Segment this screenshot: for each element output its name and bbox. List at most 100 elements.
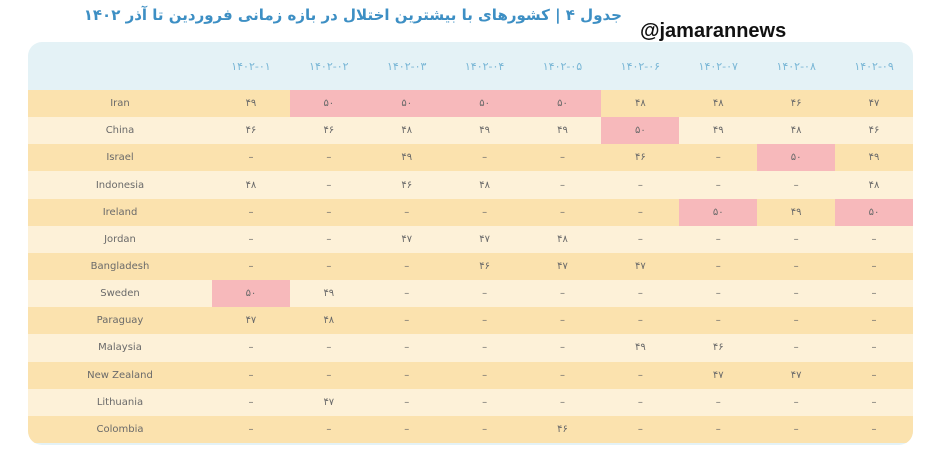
table-cell: ۴۶ [323, 125, 335, 137]
table-cell: – [715, 152, 721, 164]
table-cell: – [637, 233, 643, 245]
column-header: ۱۴۰۲-۰۶ [620, 59, 661, 73]
table-cell: ۴۹ [635, 342, 646, 354]
table-cell: – [871, 396, 877, 408]
table-cell: – [715, 260, 721, 272]
table-cell: ۴۸ [401, 125, 413, 137]
table-cell: – [482, 152, 488, 164]
table-cell: – [871, 288, 877, 300]
table-cell: – [793, 423, 799, 435]
table-cell: ۵۰ [445, 90, 524, 118]
table-cell: – [326, 260, 332, 272]
table-cell: – [871, 315, 877, 327]
table-cell: – [326, 152, 332, 164]
table-cell: ۵۰ [212, 280, 290, 308]
table-cell: – [559, 179, 565, 191]
table-cell: – [715, 179, 721, 191]
table-cell: – [248, 233, 254, 245]
row-band [28, 171, 913, 199]
country-label: China [105, 125, 135, 137]
table-cell: – [559, 342, 565, 354]
table-cell: – [637, 396, 643, 408]
country-label: Israel [106, 152, 134, 164]
table-cell: – [482, 206, 488, 218]
table-cell: – [637, 206, 643, 218]
country-label: Indonesia [95, 179, 145, 191]
table-cell: ۴۸ [557, 233, 568, 245]
table-cell: – [871, 342, 877, 354]
table-cell: – [482, 396, 488, 408]
table-cell: ۵۰ [757, 144, 836, 172]
table-cell: – [326, 342, 332, 354]
column-header: ۱۴۰۲-۰۳ [386, 59, 427, 73]
row-band [28, 307, 913, 335]
table-cell: ۴۶ [635, 152, 646, 164]
table-cell: – [404, 206, 410, 218]
table-cell: ۴۷ [868, 98, 880, 110]
table-cell: – [326, 233, 332, 245]
table-cell: – [793, 396, 799, 408]
table-cell: – [871, 233, 877, 245]
column-header: ۱۴۰۲-۰۵ [542, 59, 583, 73]
country-label: Bangladesh [90, 260, 150, 272]
table-cell: – [559, 315, 565, 327]
country-label: Paraguay [96, 315, 144, 327]
table-cell: ۴۸ [790, 125, 802, 137]
table-cell: – [404, 369, 410, 381]
table-cell: – [248, 423, 254, 435]
table-cell: ۴۶ [712, 342, 724, 354]
table-cell: – [793, 315, 799, 327]
country-label: Malaysia [98, 342, 142, 354]
row-band [28, 225, 913, 253]
row-band [28, 252, 913, 281]
table-cell: ۵۰ [289, 90, 368, 118]
row-band [28, 415, 913, 443]
table-cell: ۴۹ [712, 125, 724, 137]
table-cell: – [793, 233, 799, 245]
column-header: ۱۴۰۲-۰۸ [776, 59, 816, 73]
table-cell: ۴۸ [245, 179, 257, 191]
table-cell: – [404, 288, 410, 300]
country-label: Colombia [96, 423, 144, 435]
table-cell: ۴۷ [323, 396, 335, 408]
table-cell: – [326, 369, 332, 381]
table-cell: – [793, 179, 799, 191]
table-cell: ۴۷ [790, 369, 802, 381]
table-cell: – [793, 342, 799, 354]
table-cell: ۵۰ [601, 117, 680, 145]
table-cell: – [482, 342, 488, 354]
table-cell: – [559, 369, 565, 381]
table-cell: – [482, 369, 488, 381]
table-cell: ۵۰ [367, 90, 446, 118]
table-cell: – [715, 315, 721, 327]
table-cell: ۵۰ [835, 198, 913, 226]
row-band [28, 198, 913, 226]
table-cell: – [482, 423, 488, 435]
table-cell: – [482, 288, 488, 300]
table-cell: – [248, 152, 254, 164]
table-cell: ۴۹ [479, 125, 490, 137]
table-cell: – [559, 206, 565, 218]
table-cell: ۴۷ [401, 233, 413, 245]
table-cell: – [871, 260, 877, 272]
table-cell: ۵۰ [523, 90, 602, 118]
table-cell: ۵۰ [679, 198, 758, 226]
row-band [28, 334, 913, 362]
table-cell: – [637, 423, 643, 435]
table-cell: ۴۷ [557, 260, 568, 272]
table-cell: – [326, 423, 332, 435]
table-cell: – [637, 288, 643, 300]
column-header: ۱۴۰۲-۰۷ [698, 59, 738, 73]
title: جدول ۴ | کشورهای با بیشترین اختلال در با… [83, 6, 622, 24]
table-cell: ۴۹ [790, 206, 802, 218]
country-label: Sweden [100, 288, 140, 300]
table-cell: – [793, 260, 799, 272]
table-cell: ۴۷ [635, 260, 646, 272]
table-cell: ۴۷ [712, 369, 724, 381]
table-cell: – [559, 152, 565, 164]
table-cell: – [559, 396, 565, 408]
table-cell: – [248, 260, 254, 272]
table-cell: ۴۹ [245, 98, 257, 110]
row-band [28, 361, 913, 389]
table-cell: ۴۶ [245, 125, 257, 137]
